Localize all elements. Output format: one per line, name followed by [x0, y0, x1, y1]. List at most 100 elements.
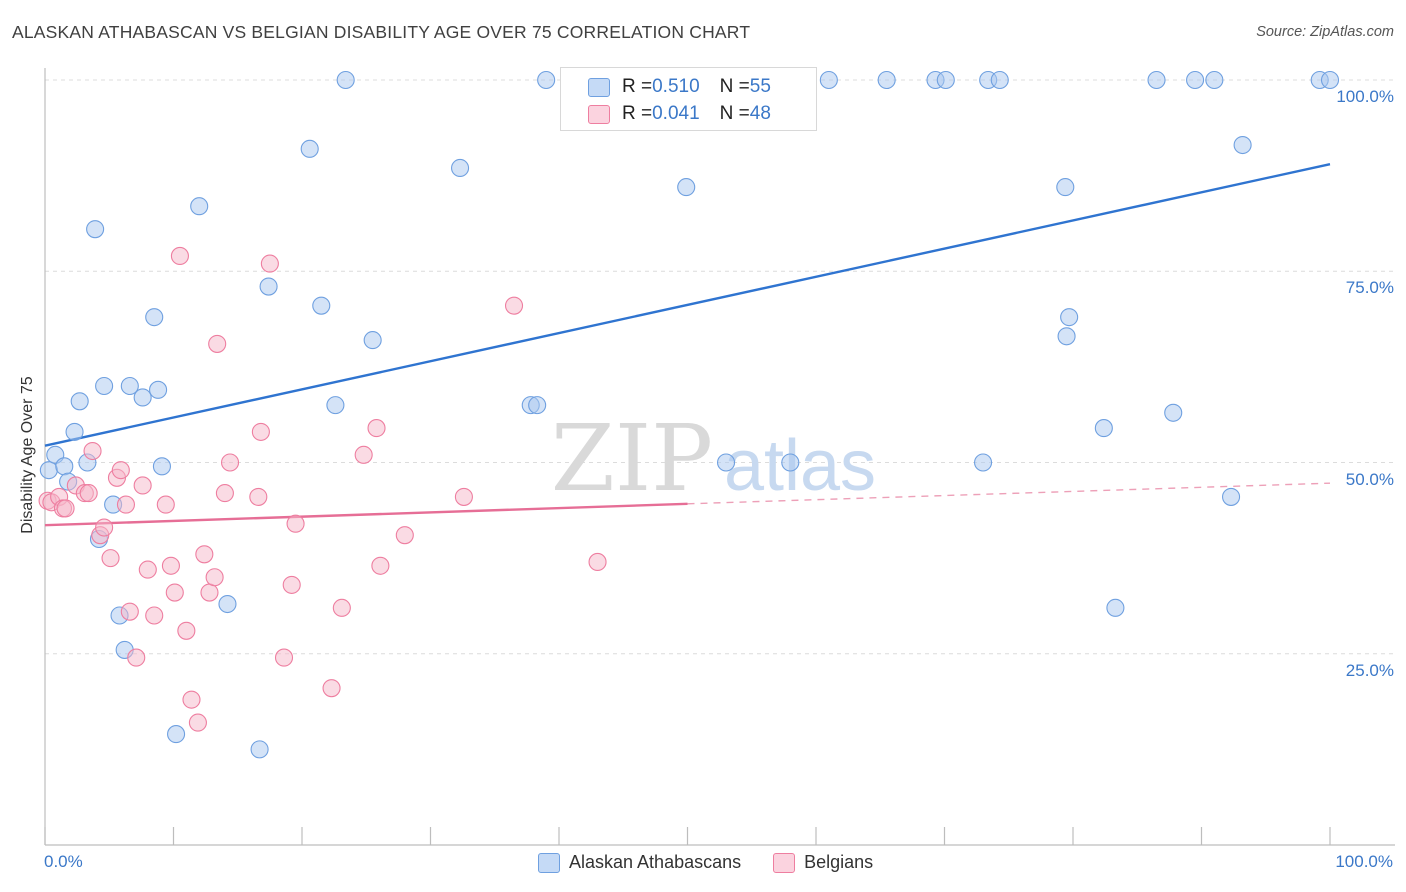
data-point: [336, 70, 355, 90]
data-point: [1147, 70, 1166, 90]
data-point: [65, 422, 84, 441]
data-point: [282, 575, 301, 594]
data-point: [133, 388, 152, 407]
data-point: [95, 376, 114, 396]
data-point: [367, 419, 386, 438]
data-point: [161, 556, 180, 575]
legend-r-label: R =: [622, 76, 653, 97]
data-point: [504, 296, 524, 315]
data-point: [95, 518, 114, 537]
data-point: [1094, 419, 1113, 438]
data-point: [332, 598, 351, 617]
data-point: [120, 602, 139, 621]
data-point: [260, 254, 279, 273]
chart-title: ALASKAN ATHABASCAN VS BELGIAN DISABILITY…: [12, 22, 751, 42]
watermark-zip: ZIP: [551, 405, 713, 512]
data-point: [111, 461, 130, 480]
legend-item-belgians[interactable]: Belgians: [773, 852, 873, 873]
data-point: [79, 484, 98, 503]
data-point: [55, 457, 74, 476]
trend-line-athabascans: [44, 162, 1331, 447]
data-point: [936, 70, 955, 90]
data-point: [990, 70, 1009, 90]
data-point: [208, 334, 227, 353]
data-point: [200, 583, 219, 602]
data-point: [86, 220, 105, 239]
data-point: [877, 70, 896, 90]
data-point: [354, 445, 373, 464]
data-point: [195, 545, 214, 564]
data-point: [83, 441, 102, 461]
y-tick-label: 50.0%: [1345, 469, 1394, 489]
data-point: [312, 296, 331, 315]
trend-line-belgians-extension: [687, 482, 1331, 505]
data-point: [190, 197, 209, 216]
data-point: [1056, 178, 1075, 197]
data-point: [70, 392, 89, 411]
data-point: [588, 552, 607, 572]
legend-r-value: 0.041: [652, 103, 700, 124]
data-point: [152, 457, 171, 476]
data-point: [363, 331, 382, 350]
data-point: [274, 648, 294, 667]
data-point: [1164, 403, 1183, 422]
legend-row-belgian: R = 0.041 N = 48: [561, 101, 771, 127]
data-point: [220, 453, 240, 472]
data-point: [249, 487, 268, 506]
data-point: [528, 396, 547, 415]
data-point: [182, 690, 201, 709]
legend-swatch-pink: [588, 104, 610, 124]
data-point: [250, 740, 269, 759]
legend-label-athabascans: Alaskan Athabascans: [569, 852, 742, 872]
data-point: [1205, 70, 1224, 90]
data-point: [116, 495, 136, 514]
legend-swatch-pink: [773, 852, 796, 873]
stats-legend: R = 0.510 N = 55 R = 0.041 N = 48: [560, 67, 817, 131]
data-point: [259, 277, 278, 296]
legend-swatch-blue: [538, 852, 560, 873]
legend-n-value: 48: [749, 103, 771, 124]
data-point: [120, 376, 139, 396]
gridlines: [45, 79, 1395, 655]
series-athabascans: [39, 70, 1340, 759]
data-point: [286, 514, 305, 533]
y-tick-label: 75.0%: [1345, 278, 1394, 298]
legend-item-athabascans[interactable]: Alaskan Athabascans: [538, 852, 741, 873]
data-point: [322, 679, 341, 698]
x-tick-min: 0.0%: [44, 852, 83, 871]
y-tick-label: 25.0%: [1345, 660, 1394, 680]
data-point: [1233, 135, 1252, 155]
data-point: [1186, 70, 1205, 90]
watermark: ZIP atlas: [551, 405, 876, 512]
data-point: [145, 308, 164, 327]
data-point: [326, 396, 345, 415]
data-point: [205, 568, 224, 587]
data-point: [127, 648, 146, 667]
legend-r-value: 0.510: [652, 76, 700, 97]
data-point: [251, 422, 270, 441]
series-legend: Alaskan Athabascans Belgians: [538, 852, 905, 873]
data-point: [1106, 598, 1125, 617]
data-point: [149, 380, 168, 399]
data-point: [170, 246, 189, 265]
legend-n-value: 55: [749, 76, 771, 97]
data-point: [781, 453, 800, 472]
watermark-atlas: atlas: [724, 426, 876, 506]
axes: [44, 68, 1395, 846]
data-point: [101, 549, 120, 568]
data-point: [145, 606, 164, 625]
data-point: [1222, 487, 1241, 506]
data-point: [1320, 70, 1340, 90]
data-point: [167, 725, 186, 744]
data-point: [716, 453, 736, 472]
legend-row-athabascan: R = 0.510 N = 55: [561, 74, 771, 100]
legend-n-label: N =: [719, 76, 750, 97]
data-point: [1060, 308, 1079, 327]
data-point: [165, 583, 184, 602]
data-point: [371, 556, 390, 575]
data-point: [218, 594, 237, 614]
data-point: [819, 70, 838, 90]
data-point: [56, 499, 75, 518]
data-point: [215, 484, 234, 503]
